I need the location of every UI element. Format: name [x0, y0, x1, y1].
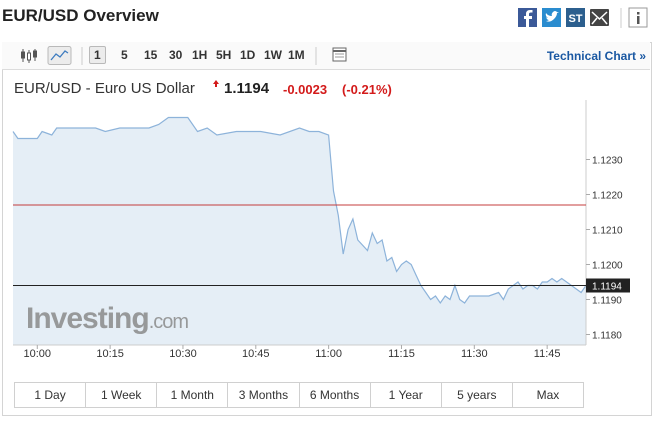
- last-price: 1.1194: [224, 80, 270, 97]
- interval-button[interactable]: 15: [144, 48, 158, 62]
- watermark-brand: Investing.com: [26, 302, 188, 335]
- table-icon[interactable]: [332, 47, 348, 63]
- y-tick-label: 1.1190: [592, 296, 622, 307]
- x-tick-label: 11:00: [315, 348, 342, 360]
- price-change: -0.0023: [283, 82, 328, 97]
- interval-button[interactable]: 1M: [288, 48, 305, 62]
- x-tick-label: 10:30: [169, 348, 197, 360]
- y-tick-label: 1.1210: [592, 226, 623, 237]
- price-change-percent: (-0.21%): [342, 82, 392, 97]
- facebook-glyph: [524, 10, 533, 27]
- last-price-label: 1.1194: [592, 282, 622, 293]
- price-line: [12, 116, 587, 305]
- stocktwits-label: ST: [568, 13, 582, 25]
- info-dot: [637, 12, 640, 15]
- interval-button[interactable]: 30: [169, 48, 183, 62]
- range-button[interactable]: 1 Day: [15, 383, 87, 407]
- page-title: EUR/USD Overview: [2, 6, 159, 25]
- candle-icon[interactable]: [21, 49, 37, 63]
- chart-type-icons: [21, 46, 72, 65]
- email-glyph: [591, 11, 608, 25]
- x-tick-label: 11:45: [534, 348, 561, 360]
- range-button[interactable]: 3 Months: [228, 383, 300, 407]
- info-bar: [637, 16, 640, 24]
- chart: Investing.com 1.1180 1.1190 1.1200 1.1210 1.1…: [12, 100, 630, 360]
- interval-button[interactable]: 5H: [216, 48, 232, 62]
- interval-button[interactable]: 1D: [240, 48, 256, 62]
- watermark-brand-text: Investing: [26, 302, 149, 335]
- separator: [315, 47, 317, 65]
- range-button[interactable]: 5 years: [442, 383, 513, 407]
- x-tick-label: 10:15: [96, 348, 124, 360]
- y-tick-label: 1.1220: [592, 191, 623, 202]
- range-button[interactable]: 1 Month: [157, 383, 229, 407]
- share-icons: ST: [518, 7, 648, 28]
- range-button[interactable]: Max: [536, 388, 560, 402]
- y-tick-label: 1.1230: [592, 156, 623, 167]
- interval-button[interactable]: 1: [89, 46, 106, 64]
- interval-button[interactable]: 5: [121, 48, 128, 62]
- range-button[interactable]: 1 Week: [86, 383, 158, 407]
- y-tick-label: 1.1180: [592, 331, 622, 342]
- technical-chart-link[interactable]: Technical Chart »: [546, 49, 646, 63]
- range-selector: 1 Day 1 Week 1 Month 3 Months 6 Months 1 Year…: [14, 382, 584, 408]
- watermark-suffix: .com: [149, 311, 189, 333]
- interval-button[interactable]: 1H: [192, 48, 208, 62]
- x-tick-label: 11:15: [388, 348, 415, 360]
- y-tick-label: 1.1200: [592, 261, 623, 272]
- area-icon: [50, 50, 69, 61]
- instrument-name: EUR/USD - Euro US Dollar: [14, 80, 195, 97]
- x-tick-label: 10:45: [242, 348, 270, 360]
- stocktwits-icon[interactable]: [566, 8, 585, 27]
- toolbar: 1 5 15 30 1H 5H 1D 1W 1M: [2, 42, 650, 70]
- range-button[interactable]: 1 Year: [371, 383, 442, 407]
- down-arrow: [213, 80, 219, 87]
- interval-button[interactable]: 1W: [264, 48, 282, 62]
- x-tick-label: 11:30: [461, 348, 488, 360]
- separator: [81, 47, 83, 65]
- x-tick-label: 10:00: [24, 348, 52, 360]
- range-button[interactable]: 6 Months: [300, 383, 371, 407]
- area-fill: [13, 117, 586, 345]
- twitter-glyph: [545, 11, 559, 22]
- last-price-marker: [586, 278, 630, 293]
